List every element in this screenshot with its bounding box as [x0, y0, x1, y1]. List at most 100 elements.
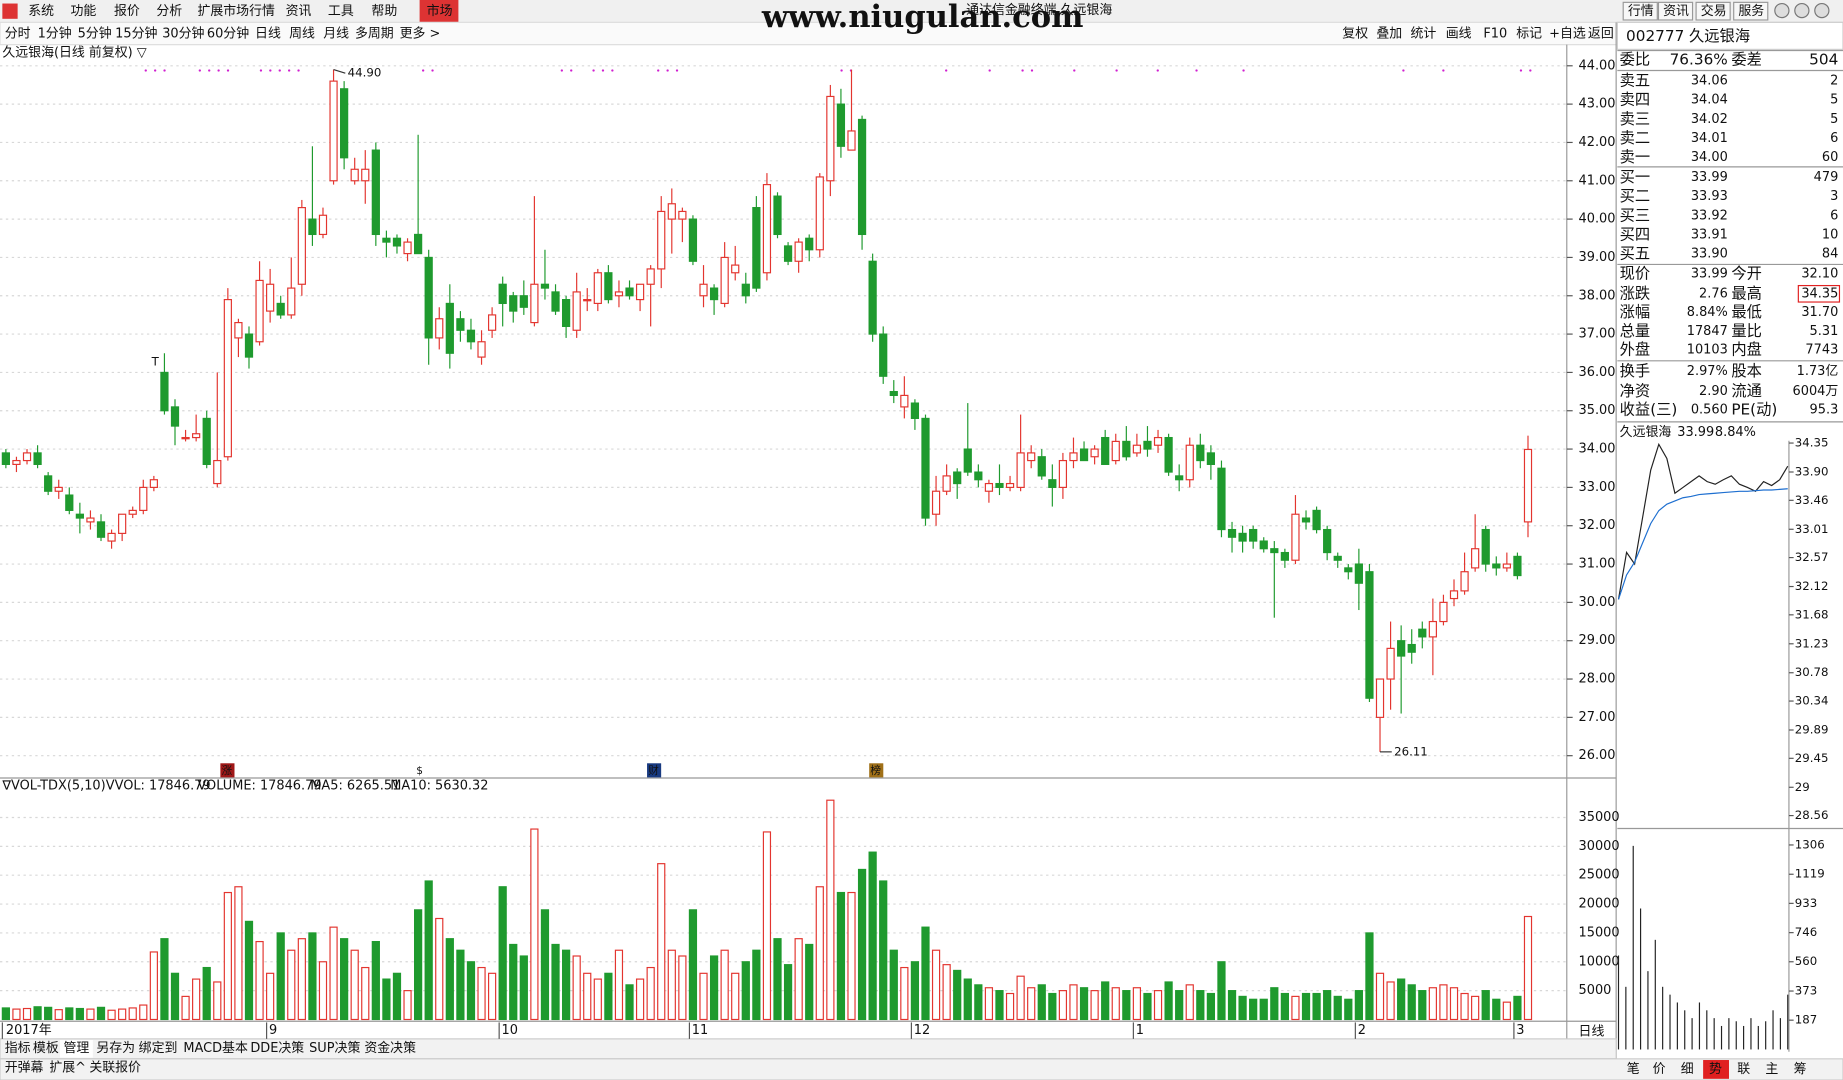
- tool-button[interactable]: 返回: [1588, 27, 1614, 42]
- period-tab[interactable]: 15分钟: [115, 26, 157, 42]
- menu-button-label[interactable]: 服务: [1738, 3, 1764, 19]
- volume-bar: [149, 951, 158, 1021]
- candle-body: [1492, 563, 1501, 569]
- period-tab[interactable]: 60分钟: [207, 26, 249, 42]
- window-control[interactable]: [1774, 2, 1790, 19]
- menu-item[interactable]: 分析: [156, 4, 182, 19]
- period-tab[interactable]: 月线: [323, 27, 349, 42]
- status-tab[interactable]: 关联报价: [89, 1061, 141, 1076]
- menu-button-label[interactable]: 行情: [1628, 4, 1654, 19]
- menu-button-label[interactable]: 资讯: [1663, 4, 1689, 19]
- window-control[interactable]: [1794, 2, 1810, 19]
- signal-dot: [287, 69, 291, 72]
- bottom-tab[interactable]: SUP决策: [309, 1040, 360, 1056]
- volume-label: MA10: 5630.32: [390, 779, 488, 794]
- mini-change: 8.84%: [1715, 425, 1756, 440]
- tool-button[interactable]: 复权: [1342, 26, 1368, 42]
- menu-item[interactable]: 扩展市场行情: [197, 3, 275, 19]
- volume-bar: [741, 961, 750, 1021]
- period-tab[interactable]: 多周期: [355, 27, 394, 42]
- volume-bar: [276, 932, 285, 1021]
- book-price: 34.04: [1691, 93, 1728, 108]
- window-control[interactable]: [1814, 2, 1830, 19]
- bottom-tab[interactable]: 绑定到: [139, 1041, 178, 1056]
- stat-value: 0.560: [1691, 403, 1728, 418]
- menu-item[interactable]: 报价: [114, 4, 140, 19]
- period-tab[interactable]: 30分钟: [162, 26, 204, 42]
- bottom-tab[interactable]: 模板: [33, 1041, 59, 1056]
- bottom-tab[interactable]: MACD基本: [183, 1041, 248, 1056]
- volume-bar: [118, 1008, 127, 1021]
- period-tab[interactable]: 更多 >: [400, 27, 441, 42]
- mini-line: [1617, 488, 1788, 600]
- status-tab[interactable]: 扩展^: [49, 1061, 86, 1076]
- side-tab[interactable]: 联: [1737, 1062, 1750, 1077]
- volume-label: MA5: 6265.51: [310, 779, 400, 794]
- tool-button[interactable]: 标记: [1516, 27, 1542, 42]
- menu-item[interactable]: 帮助: [371, 4, 397, 19]
- volume-bar: [815, 886, 824, 1021]
- volume-bar: [1502, 1001, 1511, 1021]
- tool-button[interactable]: 画线: [1446, 27, 1472, 42]
- stat-label: 换手: [1620, 362, 1651, 380]
- candle-body: [783, 245, 793, 262]
- side-tab[interactable]: 主: [1765, 1062, 1778, 1077]
- y-tick-label: 31.68: [1795, 607, 1829, 621]
- tool-button[interactable]: +自选: [1549, 27, 1586, 42]
- volume-bar: [1069, 984, 1078, 1021]
- menu-item[interactable]: 工具: [328, 4, 354, 19]
- tool-button[interactable]: 叠加: [1376, 27, 1402, 42]
- bottom-tab[interactable]: 资金决策: [364, 1040, 416, 1056]
- candle-body: [1227, 528, 1237, 538]
- y-tick-label: 29.45: [1795, 751, 1829, 765]
- candle-body: [1375, 678, 1385, 718]
- candle-body: [1428, 620, 1437, 638]
- y-tick-label: 44.00: [1579, 58, 1616, 73]
- y-tick-label: 30000: [1579, 839, 1620, 854]
- candle-body: [1323, 528, 1332, 554]
- side-tab[interactable]: 笔: [1627, 1061, 1640, 1077]
- period-tab[interactable]: 5分钟: [78, 26, 112, 42]
- bottom-tab[interactable]: 指标: [5, 1041, 31, 1056]
- volume-bar: [1280, 992, 1289, 1021]
- side-tab[interactable]: 价: [1653, 1062, 1666, 1077]
- bottom-tab[interactable]: 另存为: [96, 1041, 135, 1056]
- menu-item[interactable]: 资讯: [286, 4, 312, 19]
- menu-button-label[interactable]: 交易: [1701, 3, 1727, 19]
- annotation-arrow: [333, 69, 346, 74]
- candle-body: [308, 218, 317, 236]
- candle-body: [752, 207, 761, 289]
- signal-dot: [431, 69, 434, 72]
- y-tick-label: 35.00: [1579, 403, 1616, 418]
- menu-item[interactable]: 系统: [28, 4, 54, 19]
- side-tab[interactable]: 势: [1709, 1061, 1722, 1077]
- volume-bar: [1206, 992, 1216, 1021]
- candle-body: [213, 459, 222, 485]
- menu-item[interactable]: 市场: [427, 3, 453, 19]
- volume-bar: [466, 961, 476, 1021]
- side-tab[interactable]: 细: [1681, 1062, 1694, 1077]
- stat-value: 8.84%: [1687, 305, 1728, 320]
- volume-bar: [12, 1008, 21, 1021]
- mini-price: 33.99: [1677, 425, 1714, 440]
- bottom-tab[interactable]: 管理: [63, 1041, 89, 1056]
- tool-button[interactable]: 统计: [1410, 27, 1436, 42]
- status-tab[interactable]: 开弹幕: [5, 1061, 44, 1076]
- book-volume: 2: [1830, 74, 1838, 89]
- book-label: 卖二: [1620, 129, 1651, 147]
- period-tab[interactable]: 周线: [289, 27, 315, 42]
- signal-dot: [278, 69, 281, 72]
- period-tab[interactable]: 日线: [255, 27, 281, 42]
- side-tab[interactable]: 筹: [1794, 1061, 1807, 1077]
- candle-body: [1217, 467, 1226, 531]
- bottom-tab[interactable]: DDE决策: [250, 1040, 304, 1056]
- signal-dot: [1115, 69, 1118, 72]
- period-tab[interactable]: 分时: [5, 27, 31, 42]
- volume-bar: [308, 932, 317, 1021]
- tool-button[interactable]: F10: [1483, 27, 1507, 42]
- chart-title: 久远银海(日线 前复权) ▽: [2, 44, 146, 60]
- x-tick-label: 11: [692, 1023, 708, 1038]
- book-price: 34.06: [1691, 74, 1728, 89]
- period-tab[interactable]: 1分钟: [38, 26, 72, 42]
- menu-item[interactable]: 功能: [71, 4, 97, 19]
